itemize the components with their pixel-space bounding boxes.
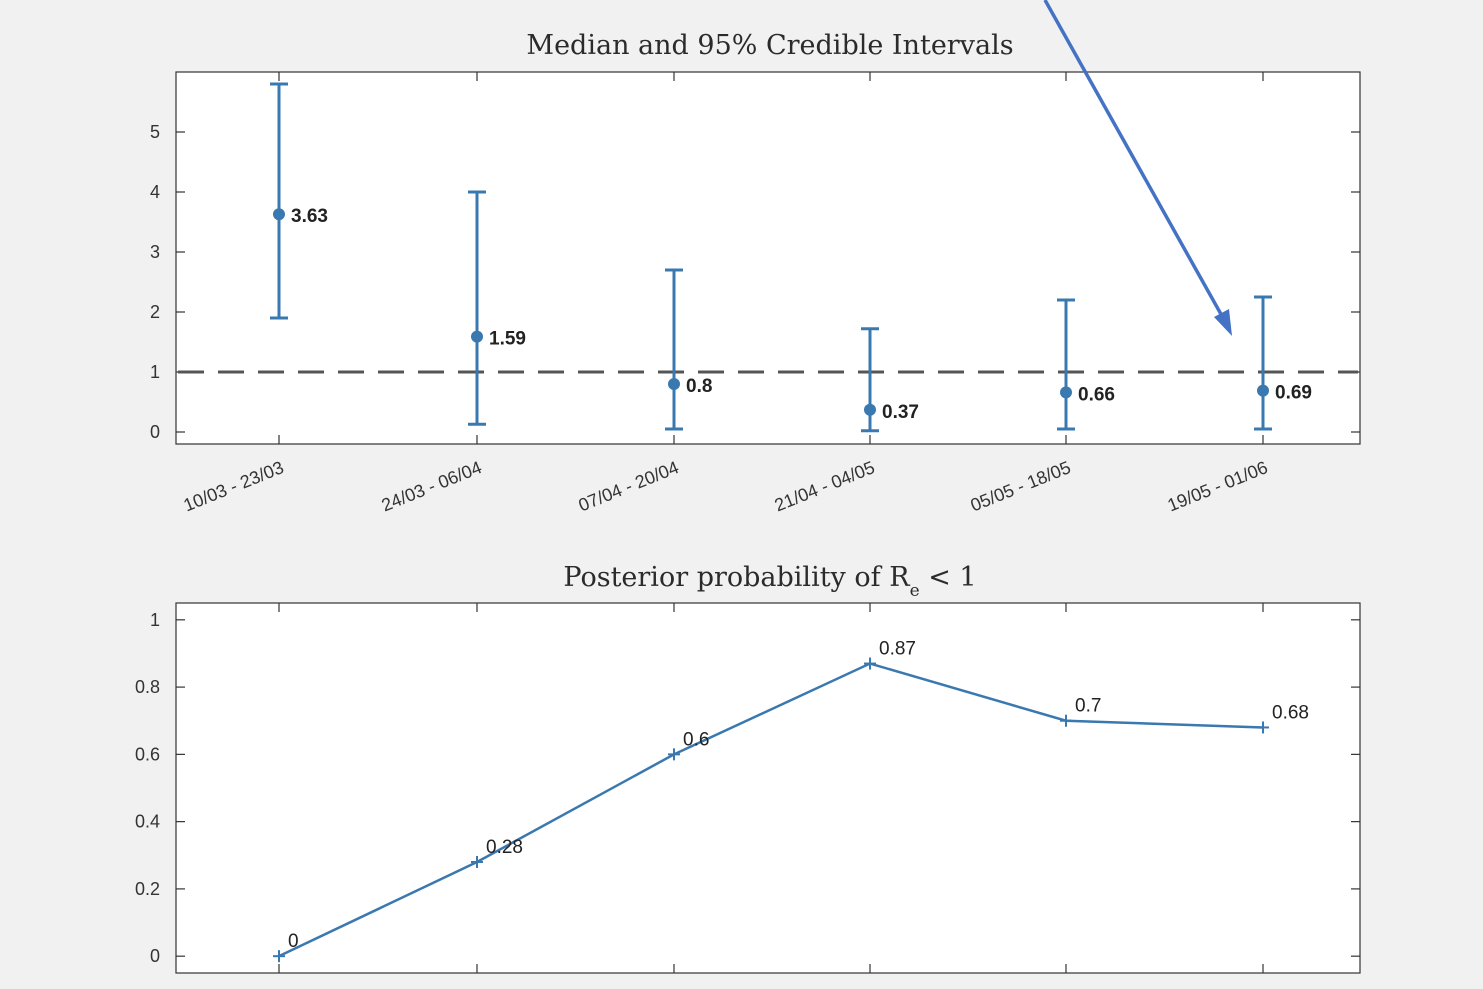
annotation-arrow-shaft <box>1043 0 1224 317</box>
bottom-chart-title-text: Posterior probability of R <box>563 562 910 593</box>
top-chart-error-bars: 3.63 1.59 0.8 0.37 0.66 0.69 <box>270 82 1312 433</box>
median-point <box>1060 386 1072 399</box>
bottom-chart-axes <box>175 602 1361 974</box>
bottom-y-tick-label: 0.6 <box>135 744 160 764</box>
annotation-arrow <box>1043 0 1232 336</box>
top-chart-y-tick-labels: 0 1 2 3 4 5 <box>150 122 160 442</box>
probability-label: 0.68 <box>1272 702 1309 723</box>
top-y-tick-label: 0 <box>150 422 160 442</box>
median-label: 0.37 <box>882 402 919 423</box>
top-y-tick-label: 2 <box>150 302 160 322</box>
top-y-tick-label: 3 <box>150 242 160 262</box>
median-point <box>864 403 876 416</box>
top-y-tick-label: 5 <box>150 122 160 142</box>
bottom-y-tick-label: 0.2 <box>135 879 160 899</box>
median-label: 1.59 <box>489 329 526 350</box>
bottom-chart-title: Posterior probability of Re < 1 <box>563 562 976 601</box>
top-chart-title: Median and 95% Credible Intervals <box>526 30 1013 61</box>
median-point <box>471 330 483 343</box>
probability-line <box>278 662 1264 958</box>
annotation-arrow-head <box>1214 309 1232 336</box>
median-point <box>668 378 680 390</box>
top-y-tick-label: 4 <box>150 182 160 202</box>
median-label: 3.63 <box>291 206 328 227</box>
bottom-chart-title-suffix: < 1 <box>920 562 977 593</box>
probability-label: 0 <box>288 931 299 952</box>
top-chart-axes <box>175 71 1361 445</box>
posterior-probability-chart: Posterior probability of Re < 1 00.20.40… <box>135 562 1361 974</box>
probability-label: 0.87 <box>879 639 916 660</box>
bottom-y-tick-label: 0.8 <box>135 677 160 697</box>
median-label: 0.8 <box>686 376 712 397</box>
bottom-chart-title-subscript: e <box>910 581 920 601</box>
bottom-chart-y-tick-labels: 0 0.2 0.4 0.6 0.8 1 <box>135 610 160 966</box>
probability-label: 0.6 <box>683 729 709 750</box>
bottom-chart-series: 0 0.28 0.6 0.87 0.7 0.68 <box>273 639 1309 963</box>
probability-label: 0.7 <box>1075 696 1101 717</box>
probability-label: 0.28 <box>486 837 523 858</box>
median-point <box>273 208 285 221</box>
median-point <box>1257 384 1269 397</box>
top-y-tick-label: 1 <box>150 362 160 382</box>
bottom-y-tick-label: 1 <box>150 610 160 630</box>
credible-interval-chart: Median and 95% Credible Intervals 0 1 2 3 4 5… <box>150 30 1361 515</box>
bottom-y-tick-label: 0.4 <box>135 812 160 832</box>
median-label: 0.69 <box>1275 383 1312 404</box>
bottom-y-tick-label: 0 <box>150 946 160 966</box>
top-chart-ticks <box>176 72 1360 444</box>
bottom-chart-ticks <box>176 603 1360 973</box>
median-label: 0.66 <box>1078 384 1115 405</box>
